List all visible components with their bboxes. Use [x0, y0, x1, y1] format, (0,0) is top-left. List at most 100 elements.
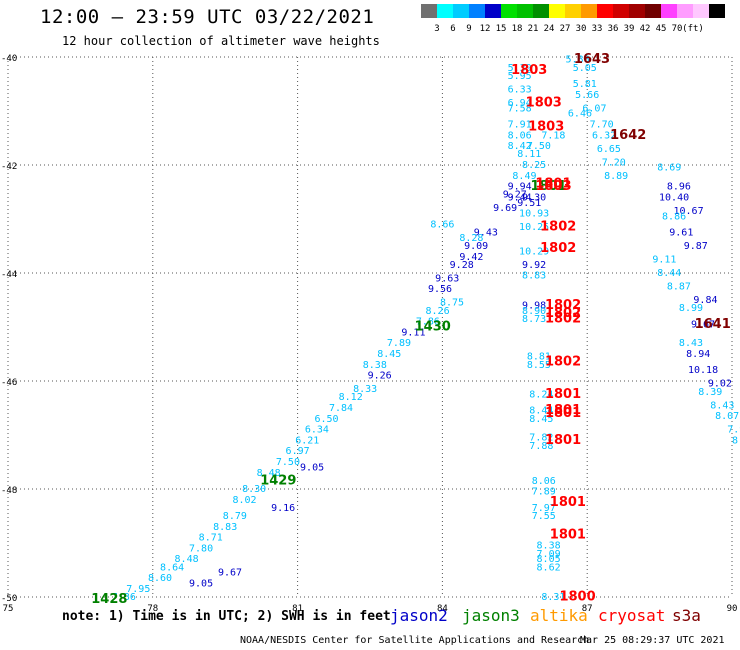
- colorbar-label: 70: [672, 24, 683, 34]
- pass-time-label: 1801: [545, 406, 581, 421]
- colorbar-label: 12: [480, 24, 491, 34]
- wave-height-label: 6.65: [597, 144, 621, 155]
- wave-height-label: 8.81: [527, 352, 551, 363]
- wave-height-label: 8.49: [512, 171, 536, 182]
- colorbar-label: 36: [608, 24, 619, 34]
- wave-height-label: 7.80: [189, 543, 213, 554]
- wave-height-label: 8.75: [440, 298, 464, 309]
- pass-time-label: 1803: [528, 120, 564, 135]
- pass-time-label: 1802: [545, 306, 581, 321]
- colorbar-swatch: [469, 4, 485, 18]
- wave-height-label: 8.48: [175, 554, 199, 565]
- wave-height-label: 8.66: [430, 219, 454, 230]
- wave-height-label: 9.63: [435, 273, 459, 284]
- chart-subtitle: 12 hour collection of altimeter wave hei…: [62, 34, 380, 48]
- colorbar-label: 45: [656, 24, 667, 34]
- colorbar-label: 24: [544, 24, 555, 34]
- x-tick-label: 87: [582, 604, 593, 614]
- wave-height-label: 8.44: [529, 406, 553, 417]
- wave-height-label: 9.67: [691, 319, 715, 330]
- wave-height-label: 8.24: [529, 390, 553, 401]
- wave-height-label: 10.93: [519, 209, 549, 220]
- colorbar-label: 21: [528, 24, 539, 34]
- pass-time-label: 1803: [511, 63, 547, 78]
- colorbar-swatch: [437, 4, 453, 18]
- wave-height-label: 7.89: [532, 487, 556, 498]
- wave-height-label: 8.06: [532, 476, 556, 487]
- colorbar-swatch: [453, 4, 469, 18]
- colorbar-swatch: [661, 4, 677, 18]
- wave-height-label: 9.98: [522, 300, 546, 311]
- pass-time-label: 1803: [526, 95, 562, 110]
- colorbar-swatch: [629, 4, 645, 18]
- wave-height-label: 9.69: [493, 203, 517, 214]
- wave-height-label: 9.56: [428, 284, 452, 295]
- pass-time-label: 1800: [559, 590, 595, 605]
- wave-height-label: 7.18: [541, 130, 565, 141]
- wave-height-label: 8.06: [508, 130, 532, 141]
- wave-height-label: 9.02: [708, 379, 732, 390]
- wave-height-label: 9.27: [503, 190, 527, 201]
- colorbar-label: 27: [560, 24, 571, 34]
- wave-height-label: 7.88: [529, 441, 553, 452]
- wave-height-label: 9.84: [693, 295, 717, 306]
- wave-height-label: 8.02: [232, 495, 256, 506]
- wave-height-label: 8.30: [242, 484, 266, 495]
- wave-height-label: 8.26: [426, 306, 450, 317]
- wave-height-label: 8.87: [667, 282, 691, 293]
- wave-height-label: 7.91: [508, 120, 532, 131]
- wave-height-label: 5.39: [508, 63, 532, 74]
- y-tick-label: -44: [1, 270, 17, 280]
- wave-height-label: 7.82: [529, 433, 553, 444]
- wave-height-label: 7.70: [590, 120, 614, 131]
- wave-height-label: 8.05: [537, 554, 561, 565]
- footnote: note: 1) Time is in UTC; 2) SWH is in fe…: [62, 609, 391, 624]
- wave-height-label: 9.43: [474, 228, 498, 239]
- wave-height-label: 7.55: [532, 511, 556, 522]
- wave-height-label: 9.92: [522, 260, 546, 271]
- pass-time-label: 1428: [91, 592, 127, 607]
- colorbar-swatch: [581, 4, 597, 18]
- wave-height-label: 8.60: [148, 573, 172, 584]
- wave-height-label: 6.32: [592, 130, 616, 141]
- colorbar-swatch: [485, 4, 501, 18]
- y-tick-label: -46: [1, 378, 17, 388]
- pass-time-label: 1803: [535, 179, 571, 194]
- colorbar-label: 30: [576, 24, 587, 34]
- wave-height-label: 8.44: [657, 268, 681, 279]
- pass-time-label: 1802: [545, 355, 581, 370]
- wave-height-label: 8.11: [517, 149, 541, 160]
- y-tick-label: -48: [1, 486, 17, 496]
- wave-height-label: 8.71: [199, 533, 223, 544]
- wave-height-label: 9.05: [189, 579, 213, 590]
- colorbar-label: 6: [450, 24, 455, 34]
- pass-time-label: 1641: [695, 317, 731, 332]
- wave-height-label: 8.55: [527, 360, 551, 371]
- wave-height-label: 8.83: [522, 271, 546, 282]
- wave-height-label: 8.07: [715, 411, 739, 422]
- y-tick-label: -50: [1, 594, 17, 604]
- pass-time-label: 1802: [545, 298, 581, 313]
- wave-height-label: 9.44: [508, 192, 532, 203]
- pass-time-label: 1642: [610, 128, 646, 143]
- wave-height-label: 9.42: [459, 252, 483, 263]
- wave-height-label: 8.12: [339, 392, 363, 403]
- wave-height-label: 8.42: [508, 141, 532, 152]
- wave-height-label: 9.94: [508, 182, 532, 193]
- wave-height-label: 6.46: [568, 109, 592, 120]
- wave-height-label: 8.25: [522, 160, 546, 171]
- wave-height-label: 9.26: [368, 371, 392, 382]
- wave-height-label: 8.31: [541, 592, 565, 603]
- colorbar-label: 42: [640, 24, 651, 34]
- wave-height-label: 9.16: [271, 503, 295, 514]
- pass-time-label: 1802: [540, 220, 576, 235]
- wave-height-label: 10.29: [519, 246, 549, 257]
- wave-height-label: 7.09: [537, 549, 561, 560]
- pass-time-label: 1801: [545, 403, 581, 418]
- colorbar-label: 3: [434, 24, 439, 34]
- colorbar-label: 9: [466, 24, 471, 34]
- wave-height-label: 8.38: [363, 360, 387, 371]
- wave-height-label: 6.50: [315, 414, 339, 425]
- wave-height-label: 6.07: [582, 103, 606, 114]
